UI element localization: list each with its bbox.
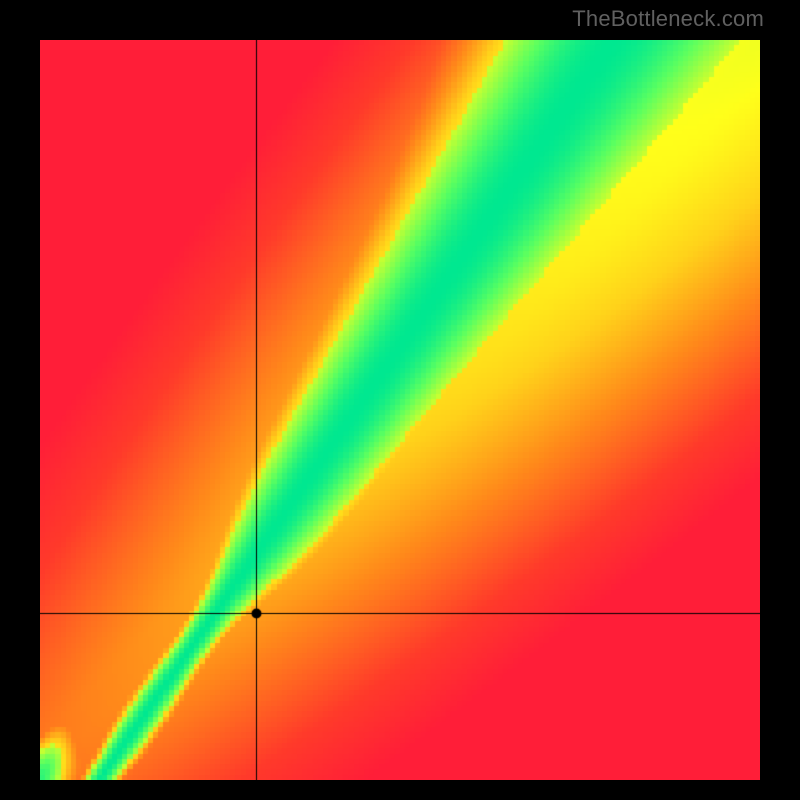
- watermark-label: TheBottleneck.com: [572, 6, 764, 32]
- heatmap-canvas: [40, 40, 760, 780]
- heatmap-plot: [40, 40, 760, 780]
